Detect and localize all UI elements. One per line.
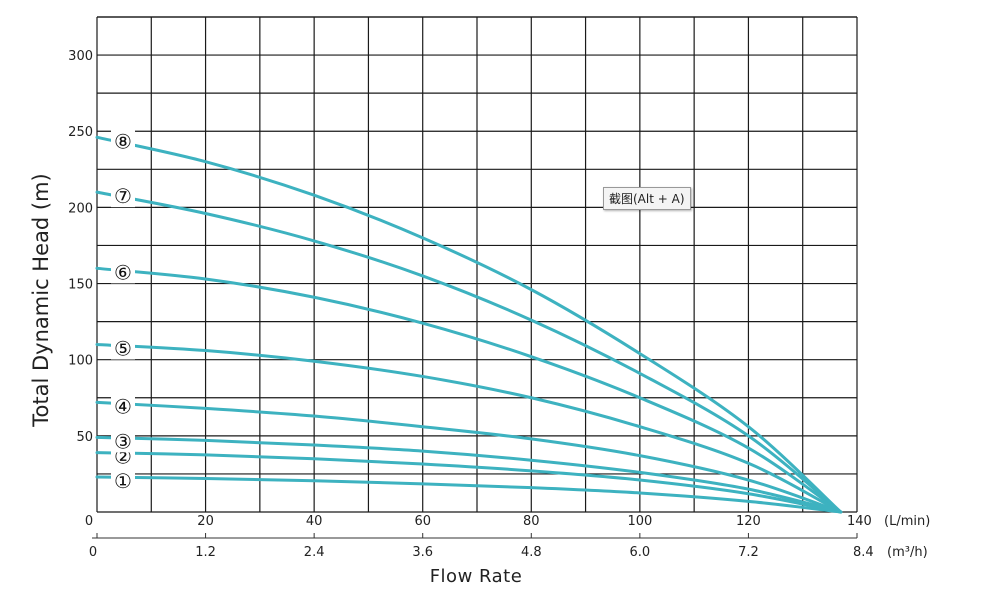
x-tick-label-secondary: 8.4 (853, 545, 874, 560)
series-label: ④ (114, 394, 132, 418)
x-tick-label-secondary: 2.4 (304, 545, 325, 560)
x-tick-label-primary: 0 (85, 514, 93, 529)
x-unit-secondary: (m³/h) (887, 545, 928, 560)
screenshot-tooltip: 截图(Alt + A) (603, 187, 691, 210)
series-label: ⑥ (114, 260, 132, 284)
chart-curves (97, 137, 841, 512)
x-tick-label-secondary: 4.8 (521, 545, 542, 560)
x-tick-label-primary: 120 (736, 514, 761, 529)
y-axis-label: Total Dynamic Head (m) (29, 173, 53, 427)
series-label: ⑤ (114, 336, 132, 360)
series-line (97, 477, 841, 512)
chart-ticks: 50 100 150 200 250 300 0 20 40 60 80 100 120 140 0 1.2 2… (68, 49, 874, 560)
series-label: ③ (114, 429, 132, 453)
x-tick-label-primary: 40 (306, 514, 323, 529)
x-tick-label-primary: 60 (414, 514, 431, 529)
series-label: ① (114, 469, 132, 493)
y-tick-label: 100 (68, 354, 93, 369)
x-tick-label-secondary: 7.2 (738, 545, 759, 560)
x-tick-label-secondary: 3.6 (412, 545, 433, 560)
series-line (97, 453, 841, 512)
x-unit-primary: (L/min) (884, 514, 930, 529)
y-tick-label: 200 (68, 201, 93, 216)
x-tick-label-primary: 140 (847, 514, 872, 529)
x-tick-label-secondary: 0 (89, 545, 97, 560)
y-tick-label: 300 (68, 49, 93, 64)
x-tick-label-primary: 20 (197, 514, 214, 529)
x-tick-label-secondary: 6.0 (630, 545, 651, 560)
series-label: ⑦ (114, 184, 132, 208)
x-tick-label-primary: 100 (627, 514, 652, 529)
y-tick-label: 150 (68, 278, 93, 293)
x-tick-label-primary: 80 (523, 514, 540, 529)
series-label: ⑧ (114, 129, 132, 153)
x-axis-label: Flow Rate (430, 566, 523, 587)
x-tick-label-secondary: 1.2 (195, 545, 216, 560)
y-tick-label: 50 (76, 430, 93, 445)
y-tick-label: 250 (68, 125, 93, 140)
